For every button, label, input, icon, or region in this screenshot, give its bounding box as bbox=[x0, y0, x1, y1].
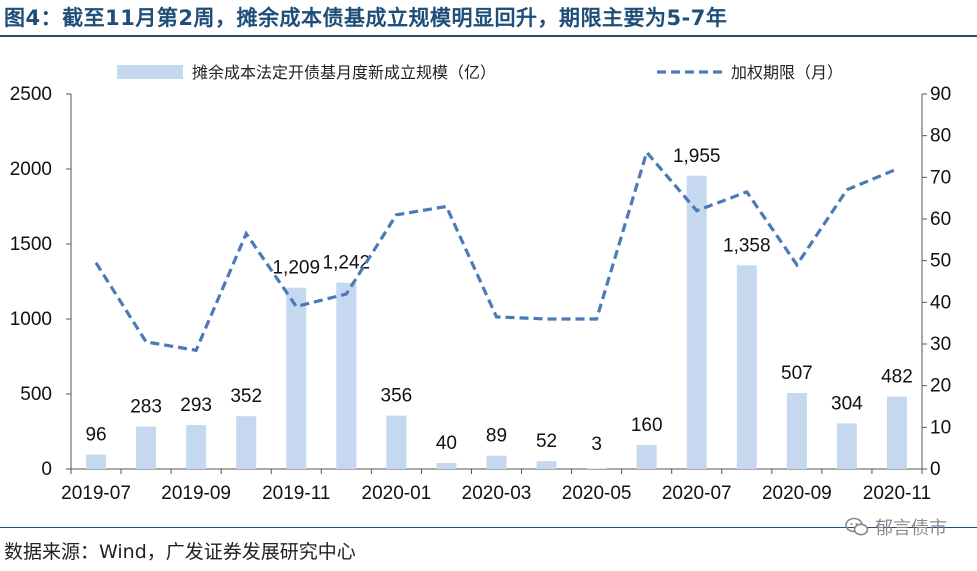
right-tick-label: 80 bbox=[930, 126, 951, 147]
chart-legend: 摊余成本法定开债基月度新成立规模（亿） 加权期限（月） bbox=[117, 63, 843, 82]
bar bbox=[736, 265, 757, 469]
right-tick-label: 20 bbox=[930, 376, 951, 397]
wechat-icon bbox=[845, 517, 869, 536]
title-divider bbox=[0, 35, 977, 37]
bar bbox=[636, 445, 657, 469]
source-divider bbox=[0, 527, 977, 528]
bar-data-label: 304 bbox=[831, 393, 863, 414]
bar-series bbox=[86, 175, 907, 469]
legend-bar-swatch bbox=[117, 65, 183, 79]
x-tick-label: 2020-07 bbox=[662, 483, 732, 504]
bar-data-label: 352 bbox=[230, 386, 262, 407]
x-tick-label: 2020-01 bbox=[362, 483, 432, 504]
right-tick-label: 90 bbox=[930, 84, 951, 105]
combo-chart: 0 500 1000 1500 2000 2500 0 10 20 30 40 50 60 70 80 90 2… bbox=[10, 63, 951, 504]
bar-data-label: 1,955 bbox=[673, 146, 721, 167]
legend-bar-label: 摊余成本法定开债基月度新成立规模（亿） bbox=[192, 63, 496, 82]
bar-data-label: 1,209 bbox=[272, 258, 320, 279]
bar-data-label: 52 bbox=[536, 431, 557, 452]
bar bbox=[486, 455, 507, 469]
left-tick-label: 2500 bbox=[10, 84, 52, 105]
left-tick-label: 2000 bbox=[10, 159, 52, 180]
watermark: 郁言债市 bbox=[845, 514, 947, 540]
weighted-term-line bbox=[94, 149, 898, 353]
x-tick-label: 2020-11 bbox=[863, 483, 931, 504]
bar-data-labels: 96 283 293 352 1,209 1,242 356 40 89 52 3 160 1,955 1… bbox=[85, 146, 912, 455]
left-tick-label: 1500 bbox=[10, 234, 52, 255]
bar bbox=[836, 423, 857, 469]
legend-line-label: 加权期限（月） bbox=[731, 63, 843, 82]
watermark-text: 郁言债市 bbox=[875, 518, 947, 539]
bar-data-label: 40 bbox=[436, 433, 457, 454]
bar-data-label: 293 bbox=[180, 395, 212, 416]
bar-data-label: 356 bbox=[381, 386, 413, 407]
bar bbox=[386, 415, 407, 469]
bar bbox=[686, 175, 707, 469]
x-tick-label: 2019-11 bbox=[262, 483, 330, 504]
x-tick-label: 2020-03 bbox=[462, 483, 532, 504]
bar bbox=[186, 425, 207, 469]
bar-data-label: 89 bbox=[486, 426, 507, 447]
bar bbox=[236, 416, 257, 469]
x-tick-label: 2019-09 bbox=[161, 483, 231, 504]
x-tick-label: 2019-07 bbox=[61, 483, 131, 504]
bar bbox=[886, 396, 907, 469]
bar bbox=[286, 287, 307, 469]
bar-data-label: 1,242 bbox=[323, 253, 371, 274]
bar bbox=[786, 392, 807, 469]
right-tick-label: 30 bbox=[930, 334, 951, 355]
bar-data-label: 160 bbox=[631, 415, 663, 436]
x-tick-label: 2020-09 bbox=[762, 483, 832, 504]
bar-data-label: 1,358 bbox=[723, 235, 771, 256]
left-tick-label: 1000 bbox=[10, 309, 52, 330]
chart-title: 图4：截至11月第2周，摊余成本债基成立规模明显回升，期限主要为5-7年 bbox=[4, 6, 728, 30]
bar bbox=[536, 461, 557, 469]
right-tick-label: 0 bbox=[930, 459, 941, 480]
left-tick-label: 500 bbox=[20, 384, 52, 405]
bar bbox=[436, 463, 457, 469]
right-tick-label: 70 bbox=[930, 167, 951, 188]
right-tick-label: 40 bbox=[930, 292, 951, 313]
x-tick-label: 2020-05 bbox=[562, 483, 632, 504]
source-note: 数据来源：Wind，广发证券发展研究中心 bbox=[4, 541, 356, 563]
chart-axes: 0 500 1000 1500 2000 2500 0 10 20 30 40 50 60 70 80 90 2… bbox=[10, 84, 951, 504]
bar bbox=[336, 282, 357, 469]
bar bbox=[86, 454, 107, 469]
left-tick-label: 0 bbox=[41, 459, 52, 480]
bar-data-label: 507 bbox=[781, 363, 813, 384]
right-tick-label: 10 bbox=[930, 417, 951, 438]
line-series bbox=[94, 149, 898, 353]
right-tick-label: 50 bbox=[930, 251, 951, 272]
bar-data-label: 482 bbox=[881, 367, 913, 388]
bar-data-label: 96 bbox=[85, 425, 106, 446]
bar-data-label: 3 bbox=[591, 434, 602, 455]
bar-data-label: 283 bbox=[130, 397, 162, 418]
bar bbox=[136, 426, 157, 469]
right-tick-label: 60 bbox=[930, 209, 951, 230]
